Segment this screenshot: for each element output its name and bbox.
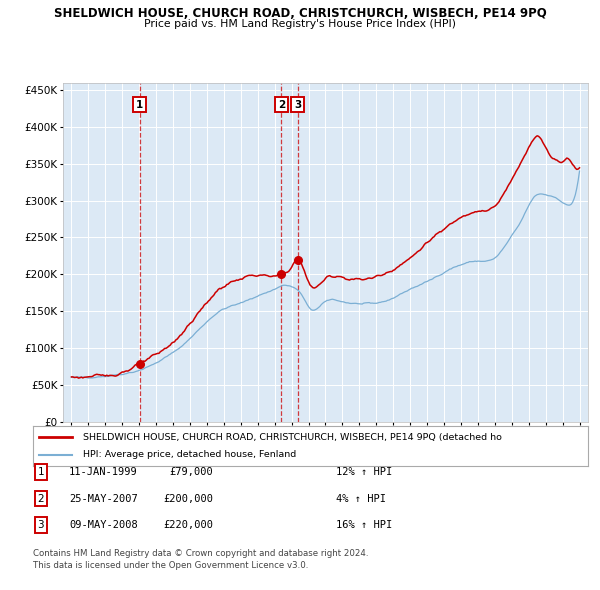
Text: 2: 2 <box>278 100 285 110</box>
Text: 3: 3 <box>37 520 44 530</box>
Text: 25-MAY-2007: 25-MAY-2007 <box>69 494 138 503</box>
Text: £220,000: £220,000 <box>163 520 213 530</box>
Text: Price paid vs. HM Land Registry's House Price Index (HPI): Price paid vs. HM Land Registry's House … <box>144 19 456 30</box>
Text: HPI: Average price, detached house, Fenland: HPI: Average price, detached house, Fenl… <box>83 450 296 460</box>
Text: 12% ↑ HPI: 12% ↑ HPI <box>336 467 392 477</box>
Text: Contains HM Land Registry data © Crown copyright and database right 2024.: Contains HM Land Registry data © Crown c… <box>33 549 368 558</box>
Text: 2: 2 <box>37 494 44 503</box>
Text: SHELDWICH HOUSE, CHURCH ROAD, CHRISTCHURCH, WISBECH, PE14 9PQ: SHELDWICH HOUSE, CHURCH ROAD, CHRISTCHUR… <box>53 7 547 20</box>
Text: 09-MAY-2008: 09-MAY-2008 <box>69 520 138 530</box>
Text: 1: 1 <box>136 100 143 110</box>
Text: This data is licensed under the Open Government Licence v3.0.: This data is licensed under the Open Gov… <box>33 560 308 570</box>
Text: 11-JAN-1999: 11-JAN-1999 <box>69 467 138 477</box>
Text: £79,000: £79,000 <box>169 467 213 477</box>
Text: 3: 3 <box>294 100 301 110</box>
Text: 1: 1 <box>37 467 44 477</box>
Text: 16% ↑ HPI: 16% ↑ HPI <box>336 520 392 530</box>
Text: SHELDWICH HOUSE, CHURCH ROAD, CHRISTCHURCH, WISBECH, PE14 9PQ (detached ho: SHELDWICH HOUSE, CHURCH ROAD, CHRISTCHUR… <box>83 432 502 442</box>
Text: £200,000: £200,000 <box>163 494 213 503</box>
Text: 4% ↑ HPI: 4% ↑ HPI <box>336 494 386 503</box>
